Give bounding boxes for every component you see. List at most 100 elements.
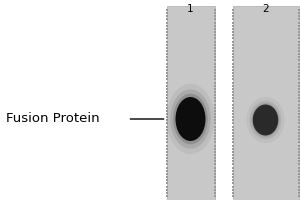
Point <box>212 166 217 169</box>
Point <box>164 34 169 37</box>
Point <box>212 94 217 97</box>
Point <box>296 37 300 40</box>
Point <box>230 182 235 185</box>
Point <box>164 62 169 65</box>
Point <box>212 175 217 179</box>
Point <box>212 8 217 12</box>
Point <box>164 8 169 12</box>
Point <box>212 119 217 122</box>
Point <box>230 8 235 12</box>
Point <box>164 122 169 125</box>
Point <box>230 135 235 138</box>
Point <box>212 172 217 176</box>
Point <box>230 90 235 94</box>
Point <box>296 75 300 78</box>
Ellipse shape <box>246 97 285 143</box>
Point <box>164 188 169 191</box>
Point <box>296 188 300 191</box>
Point <box>296 119 300 122</box>
Point <box>212 122 217 125</box>
Point <box>296 81 300 84</box>
Point <box>164 90 169 94</box>
Point <box>296 87 300 90</box>
Point <box>296 175 300 179</box>
Point <box>212 144 217 147</box>
Point <box>230 59 235 62</box>
Point <box>230 15 235 18</box>
Point <box>230 109 235 112</box>
Point <box>296 112 300 116</box>
Point <box>164 163 169 166</box>
Point <box>296 62 300 65</box>
Point <box>230 65 235 68</box>
Point <box>296 53 300 56</box>
Point <box>296 68 300 71</box>
Point <box>296 56 300 59</box>
Point <box>164 128 169 131</box>
Point <box>230 81 235 84</box>
Point <box>164 30 169 34</box>
Text: Fusion Protein: Fusion Protein <box>6 112 100 126</box>
Point <box>230 103 235 106</box>
Point <box>164 37 169 40</box>
Text: 2: 2 <box>262 4 269 14</box>
Point <box>230 37 235 40</box>
Point <box>164 97 169 100</box>
Ellipse shape <box>250 101 281 139</box>
Point <box>164 65 169 68</box>
Ellipse shape <box>251 103 280 137</box>
Point <box>296 135 300 138</box>
Point <box>164 160 169 163</box>
Point <box>164 119 169 122</box>
Point <box>212 81 217 84</box>
Point <box>212 30 217 34</box>
Point <box>164 59 169 62</box>
Point <box>296 172 300 176</box>
Point <box>296 169 300 172</box>
Point <box>230 112 235 116</box>
Point <box>164 71 169 75</box>
Point <box>296 144 300 147</box>
Point <box>164 175 169 179</box>
Point <box>212 116 217 119</box>
Point <box>164 84 169 87</box>
Point <box>230 175 235 179</box>
Point <box>164 43 169 46</box>
Point <box>164 179 169 182</box>
Point <box>230 84 235 87</box>
Point <box>164 21 169 24</box>
Point <box>212 56 217 59</box>
Point <box>212 194 217 198</box>
Point <box>212 191 217 194</box>
Point <box>164 15 169 18</box>
Point <box>230 21 235 24</box>
Point <box>164 100 169 103</box>
Point <box>212 103 217 106</box>
Point <box>230 125 235 128</box>
Point <box>164 131 169 135</box>
Point <box>296 153 300 157</box>
Point <box>164 81 169 84</box>
Point <box>296 131 300 135</box>
Point <box>164 147 169 150</box>
Point <box>230 160 235 163</box>
Point <box>296 122 300 125</box>
Point <box>164 112 169 116</box>
Point <box>296 78 300 81</box>
Point <box>296 103 300 106</box>
Point <box>296 150 300 153</box>
Point <box>212 188 217 191</box>
Point <box>212 40 217 43</box>
Point <box>212 100 217 103</box>
Point <box>296 97 300 100</box>
Point <box>296 182 300 185</box>
Text: 1: 1 <box>187 4 194 14</box>
Point <box>212 141 217 144</box>
Point <box>212 75 217 78</box>
Point <box>164 116 169 119</box>
Point <box>296 100 300 103</box>
Point <box>212 106 217 109</box>
Bar <box>167 6 214 200</box>
Point <box>230 30 235 34</box>
Ellipse shape <box>253 104 278 136</box>
